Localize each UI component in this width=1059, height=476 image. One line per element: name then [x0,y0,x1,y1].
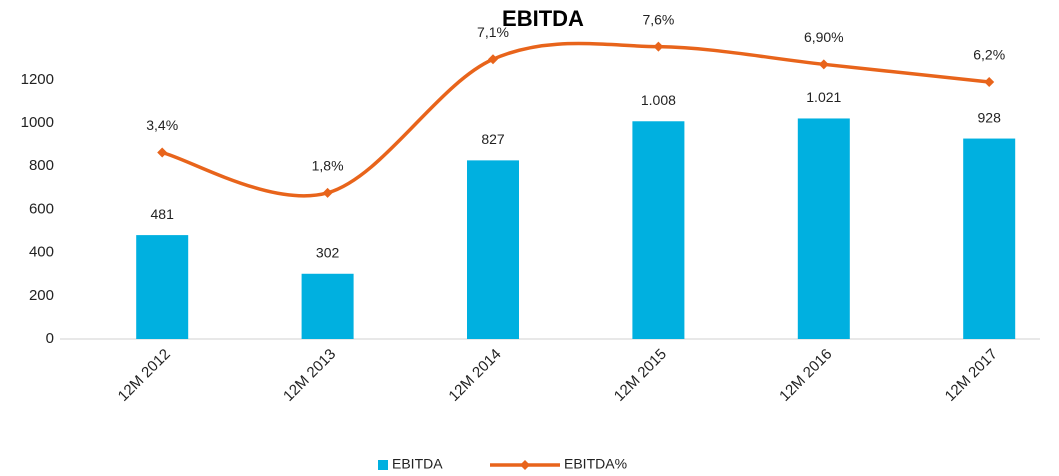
legend-marker [520,460,530,470]
legend-label: EBITDA [392,456,443,472]
y-tick-label: 600 [29,200,54,217]
y-tick-label: 800 [29,157,54,174]
marker [322,187,333,198]
line [161,41,990,198]
x-tick-label: 12M 2016 [776,346,835,405]
data-label: 1.021 [806,89,841,105]
y-tick-label: 1000 [21,114,54,131]
data-label: 7,6% [642,11,674,27]
bar [632,121,685,339]
bar [301,273,354,339]
y-tick-label: 400 [29,244,54,261]
marker [818,59,829,70]
y-tick-label: 1200 [21,71,54,88]
x-tick-label: 12M 2013 [280,346,339,405]
bar [136,235,189,339]
x-tick-label: 12M 2014 [445,346,504,405]
data-label: 302 [316,244,340,260]
chart-title: EBITDA [502,6,584,31]
data-label: 827 [481,131,505,147]
data-label: 6,2% [973,47,1005,63]
marker [157,147,168,158]
x-tick-label: 12M 2012 [115,346,174,405]
bar [797,118,850,340]
data-label: 928 [978,109,1002,125]
data-label: 1.008 [641,92,676,108]
data-label: 6,90% [804,29,844,45]
data-label: 3,4% [146,117,178,133]
bar [467,160,519,339]
x-tick-label: 12M 2015 [611,346,670,405]
marker [653,41,664,52]
marker [984,76,995,87]
x-tick-label: 12M 2017 [942,346,1001,405]
data-label: 1,8% [312,158,344,174]
data-label: 481 [151,206,175,222]
legend-label: EBITDA% [564,456,627,472]
y-tick-label: 200 [29,287,54,304]
y-tick-label: 0 [46,330,54,347]
marker [488,54,498,65]
legend-swatch [378,460,388,470]
bar [963,138,1016,339]
data-label: 7,1% [477,24,509,40]
